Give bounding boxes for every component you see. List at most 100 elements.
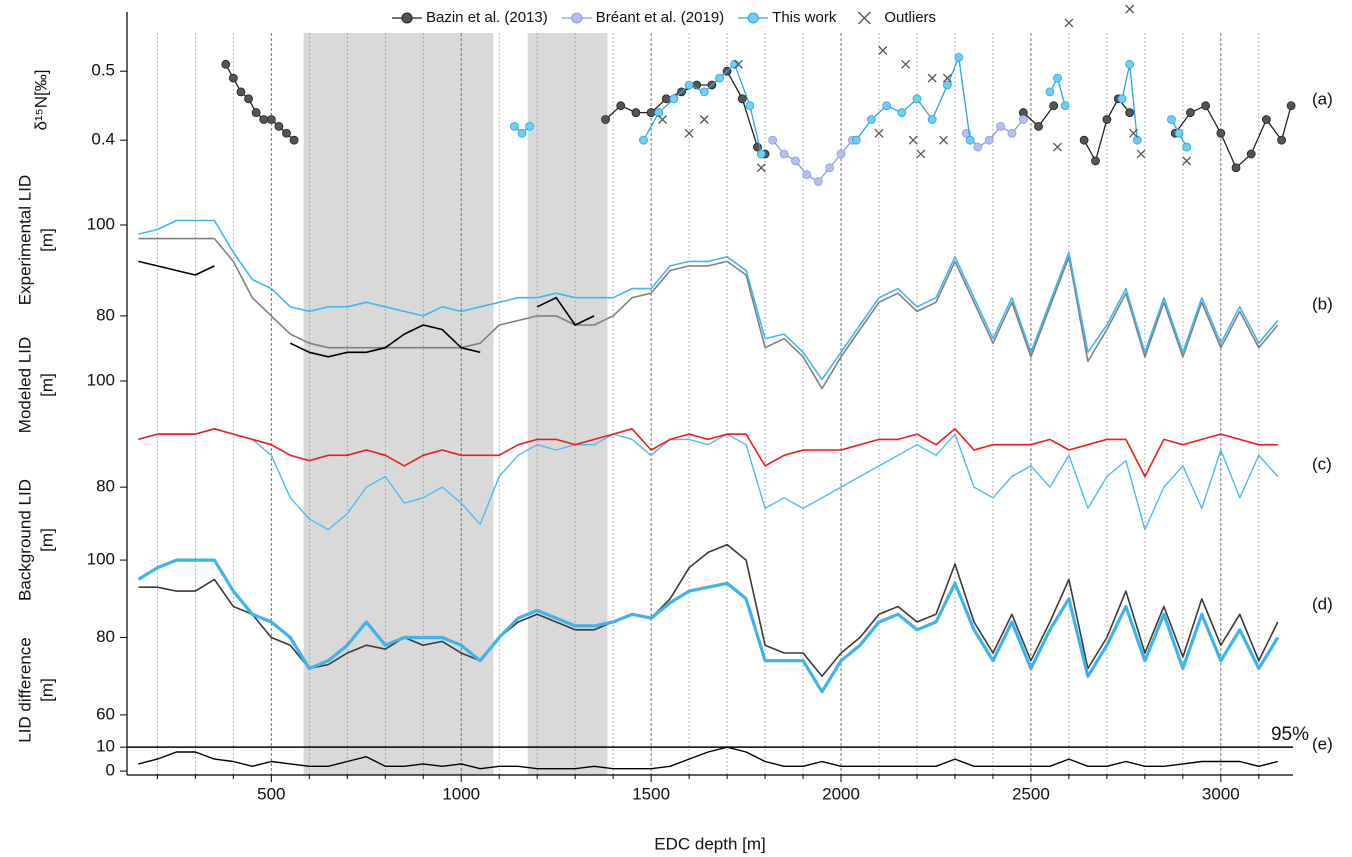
data-point: [661, 94, 671, 104]
y-axis-label: Modeled LID: [15, 337, 34, 433]
data-point: [1060, 101, 1070, 111]
panel-label: (d): [1312, 594, 1333, 613]
outlier-marker: [1129, 128, 1138, 138]
panel-label: (b): [1312, 294, 1333, 313]
data-point: [221, 59, 231, 69]
shaded-range: [303, 33, 494, 775]
data-point: [1049, 101, 1059, 111]
legend-marker: [401, 12, 413, 24]
data-point: [791, 156, 800, 166]
y-axis-label: [m]: [37, 373, 56, 397]
data-point: [768, 135, 778, 145]
outlier-marker: [942, 73, 952, 83]
data-point: [973, 142, 983, 152]
data-point: [282, 128, 291, 138]
data-point: [1018, 115, 1028, 124]
data-point: [1182, 142, 1192, 152]
data-point: [251, 108, 261, 117]
outlier-marker: [916, 149, 926, 159]
data-point: [996, 121, 1005, 131]
data-point: [954, 53, 964, 62]
legend-label: Outliers: [884, 9, 936, 26]
x-tick-label: 2000: [822, 784, 860, 803]
y-axis-label: Experimental LID: [15, 175, 34, 305]
outlier-marker: [1136, 149, 1146, 159]
data-point: [669, 94, 679, 104]
legend-marker: [857, 11, 871, 25]
data-point: [639, 135, 648, 145]
data-point: [813, 177, 823, 186]
y-tick-label: 0.5: [91, 61, 115, 80]
x-tick-label: 3000: [1202, 784, 1240, 803]
data-point: [1277, 135, 1287, 145]
outlier-marker: [658, 115, 667, 124]
data-point: [1186, 108, 1195, 117]
series-line: [137, 558, 1280, 694]
x-tick-label: 500: [257, 784, 285, 803]
data-point: [1167, 115, 1176, 124]
data-point: [699, 87, 709, 97]
data-point: [1117, 94, 1127, 104]
y-axis-label: LID difference: [15, 637, 34, 743]
legend-label: Bréant et al. (2019): [596, 9, 724, 26]
data-point: [1201, 101, 1211, 111]
data-point: [1125, 108, 1135, 117]
data-point: [897, 108, 907, 117]
x-tick-label: 1500: [632, 784, 670, 803]
data-point: [942, 80, 952, 90]
series-line: [138, 219, 1279, 381]
legend-marker: [747, 12, 759, 24]
outlier-marker: [684, 128, 694, 138]
outlier-marker: [1064, 18, 1074, 28]
data-point: [984, 135, 994, 145]
data-point: [684, 80, 694, 90]
data-point: [1286, 101, 1296, 111]
data-point: [510, 121, 519, 131]
y-tick-label: 80: [96, 627, 115, 646]
data-point: [965, 135, 975, 145]
outlier-marker: [927, 73, 937, 83]
data-point: [825, 163, 835, 173]
y-axis-label: [m]: [37, 228, 56, 252]
legend-marker: [571, 12, 583, 24]
series-line: [138, 543, 1279, 677]
y-axis-label: Background LID: [15, 479, 34, 601]
data-point: [274, 121, 284, 131]
data-point: [715, 73, 724, 83]
y-tick-label: 0.4: [91, 130, 115, 149]
data-point: [912, 94, 922, 104]
outlier-marker: [878, 46, 888, 55]
data-point: [1216, 128, 1226, 138]
y-tick-label: 100: [87, 550, 115, 569]
data-point: [802, 170, 812, 180]
data-point: [1079, 135, 1089, 145]
series-line: [138, 746, 1278, 770]
data-point: [1231, 163, 1241, 173]
data-point: [779, 149, 789, 159]
data-point: [737, 94, 747, 104]
data-point: [867, 115, 876, 124]
data-point: [525, 121, 534, 131]
y-tick-label: 100: [87, 214, 115, 233]
data-point: [745, 101, 755, 111]
data-point: [236, 87, 246, 97]
data-point: [882, 101, 892, 111]
data-point: [836, 149, 846, 159]
data-point: [1262, 115, 1271, 124]
threshold-label: 95%: [1271, 724, 1309, 745]
shaded-range: [527, 33, 608, 775]
data-point: [228, 73, 238, 83]
series-line: [138, 428, 1278, 478]
data-point: [1045, 87, 1055, 97]
series-line: [138, 260, 595, 358]
x-axis-label: EDC depth [m]: [654, 834, 766, 853]
outlier-marker: [1125, 4, 1135, 14]
data-point: [259, 115, 269, 124]
outlier-marker: [939, 135, 949, 145]
data-point: [616, 101, 626, 111]
data-point: [927, 115, 937, 124]
outlier-marker: [901, 59, 911, 69]
data-point: [289, 135, 299, 145]
y-axis-label: [m]: [37, 678, 56, 702]
